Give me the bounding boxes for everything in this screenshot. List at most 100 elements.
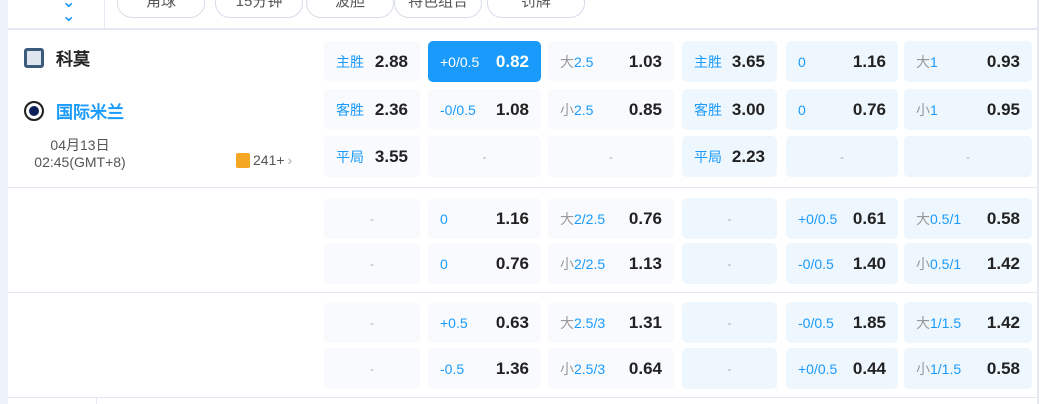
odds-value: 1.31: [628, 312, 662, 332]
over-under-prefix: 小: [560, 360, 574, 377]
como-logo-icon: [24, 47, 44, 68]
odds-value: 0.61: [852, 208, 886, 228]
divider: [96, 397, 97, 404]
odds-value: 0.85: [628, 99, 662, 119]
odds-value: 3.55: [374, 146, 408, 166]
odds-label: 客胜: [694, 101, 722, 118]
odds-cell[interactable]: -0/0.5 1.40: [786, 243, 898, 284]
odds-cell[interactable]: +0/0.5 0.61: [786, 198, 898, 239]
odds-cell[interactable]: 大 2/2.5 0.76: [548, 198, 674, 239]
odds-cell[interactable]: 小 1 0.95: [904, 89, 1032, 130]
empty-dash: -: [370, 256, 374, 271]
odds-label: -0.5: [440, 360, 465, 377]
empty-dash: -: [370, 361, 374, 376]
odds-value: 0.64: [628, 358, 662, 378]
odds-value: 0.76: [852, 99, 886, 119]
odds-cell-empty: -: [324, 243, 420, 284]
odds-cell[interactable]: 大 2.5/3 1.31: [548, 302, 674, 343]
odds-value: 1.16: [495, 208, 529, 228]
odds-label: -0/0.5: [440, 101, 476, 118]
odds-label: -0/0.5: [798, 255, 834, 272]
odds-cell[interactable]: 0 0.76: [786, 89, 898, 130]
over-under-prefix: 大: [560, 53, 574, 70]
odds-value: 2.88: [374, 51, 408, 71]
odds-cell-empty: -: [682, 302, 777, 343]
filter-chip-combo[interactable]: 特色组合: [394, 0, 482, 18]
odds-cell[interactable]: 小 2/2.5 1.13: [548, 243, 674, 284]
odds-label: 1/1.5: [930, 314, 962, 331]
odds-value: 2.23: [731, 146, 765, 166]
inter-logo-icon: [24, 100, 44, 121]
odds-label: +0/0.5: [798, 360, 838, 377]
match-datetime: 04月13日 02:45(GMT+8): [24, 137, 136, 171]
odds-label: 1: [930, 101, 938, 118]
odds-cell[interactable]: 大 2.5 1.03: [548, 41, 674, 82]
row-divider: [8, 187, 1037, 188]
filter-chip-correct-score[interactable]: 波胆: [306, 0, 394, 18]
odds-cell[interactable]: -0/0.5 1.08: [428, 89, 541, 130]
odds-cell-empty: -: [324, 302, 420, 343]
filter-chip-15min[interactable]: 15分钟: [215, 0, 303, 18]
left-strip: [0, 0, 8, 404]
more-markets-link[interactable]: 241+ ›: [236, 152, 292, 168]
odds-value: 0.44: [852, 358, 886, 378]
odds-cell[interactable]: 平局 3.55: [324, 136, 420, 177]
odds-value: 1.16: [852, 51, 886, 71]
over-under-prefix: 小: [916, 360, 930, 377]
odds-cell[interactable]: 主胜 2.88: [324, 41, 420, 82]
odds-cell[interactable]: 平局 2.23: [682, 136, 777, 177]
odds-cell[interactable]: 大 1/1.5 1.42: [904, 302, 1032, 343]
odds-cell[interactable]: 小 0.5/1 1.42: [904, 243, 1032, 284]
over-under-prefix: 小: [916, 255, 930, 272]
odds-label: +0/0.5: [798, 210, 838, 227]
odds-label: +0.5: [440, 314, 468, 331]
odds-cell-empty: -: [682, 243, 777, 284]
odds-cell[interactable]: 0 1.16: [428, 198, 541, 239]
odds-cell[interactable]: 0 1.16: [786, 41, 898, 82]
over-under-prefix: 小: [560, 101, 574, 118]
odds-value: 0.95: [986, 99, 1020, 119]
odds-cell[interactable]: 小 2.5/3 0.64: [548, 348, 674, 389]
odds-cell-empty: -: [682, 348, 777, 389]
odds-cell[interactable]: 0 0.76: [428, 243, 541, 284]
odds-label: 0: [440, 210, 448, 227]
odds-cell-empty: -: [428, 136, 541, 177]
odds-cell[interactable]: +0/0.5 0.82: [428, 41, 541, 82]
empty-dash: -: [966, 149, 970, 164]
over-under-prefix: 大: [916, 314, 930, 331]
odds-label: 0.5/1: [930, 255, 962, 272]
right-border: [1037, 0, 1039, 404]
odds-value: 3.00: [731, 99, 765, 119]
odds-cell[interactable]: +0/0.5 0.44: [786, 348, 898, 389]
odds-cell-empty: -: [786, 136, 898, 177]
filter-chip-cards[interactable]: 罚牌: [487, 0, 585, 18]
odds-cell[interactable]: 客胜 2.36: [324, 89, 420, 130]
odds-cell[interactable]: 小 2.5 0.85: [548, 89, 674, 130]
odds-cell[interactable]: 大 0.5/1 0.58: [904, 198, 1032, 239]
away-team[interactable]: 国际米兰: [24, 98, 124, 123]
match-date: 04月13日: [50, 137, 110, 153]
expand-chevrons-icon[interactable]: ⌄ ⌄: [62, 0, 76, 25]
empty-dash: -: [609, 149, 613, 164]
row-divider: [8, 292, 1037, 293]
odds-value: 1.85: [852, 312, 886, 332]
odds-cell[interactable]: -0/0.5 1.85: [786, 302, 898, 343]
empty-dash: -: [727, 315, 732, 330]
odds-value: 0.58: [986, 358, 1020, 378]
odds-value: 1.40: [852, 253, 886, 273]
odds-value: 0.58: [986, 208, 1020, 228]
filter-chip-corner[interactable]: 角球: [117, 0, 205, 18]
odds-cell[interactable]: 客胜 3.00: [682, 89, 777, 130]
odds-label: 2/2.5: [574, 255, 606, 272]
odds-cell[interactable]: 大 1 0.93: [904, 41, 1032, 82]
over-under-prefix: 大: [916, 210, 930, 227]
odds-cell[interactable]: -0.5 1.36: [428, 348, 541, 389]
odds-label: +0/0.5: [440, 53, 480, 70]
home-team[interactable]: 科莫: [24, 45, 90, 70]
odds-value: 1.08: [495, 99, 529, 119]
odds-cell[interactable]: 小 1/1.5 0.58: [904, 348, 1032, 389]
match-time: 02:45(GMT+8): [34, 154, 126, 170]
odds-cell[interactable]: 主胜 3.65: [682, 41, 777, 82]
odds-cell[interactable]: +0.5 0.63: [428, 302, 541, 343]
odds-label: 平局: [694, 148, 722, 165]
